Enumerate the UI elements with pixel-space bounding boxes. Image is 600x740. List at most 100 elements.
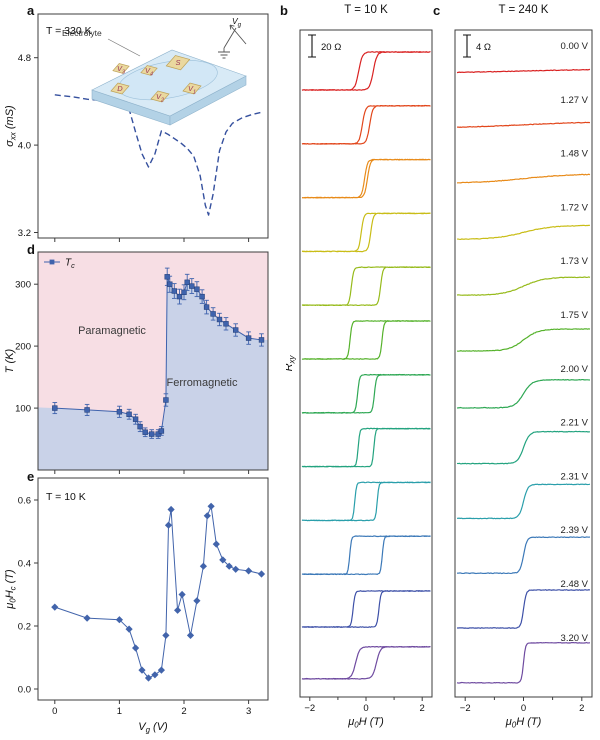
tc-point <box>116 409 123 415</box>
svg-text:V3: V3 <box>117 64 125 75</box>
svg-text:0.0: 0.0 <box>18 684 31 695</box>
tc-point <box>163 397 169 403</box>
hc-point <box>115 616 123 624</box>
rxy-curve-7 <box>456 430 590 465</box>
rxy-curve-3 <box>301 212 431 253</box>
scale-bar <box>308 34 316 58</box>
svg-text:2.48 V: 2.48 V <box>561 579 589 590</box>
svg-text:3: 3 <box>246 706 251 717</box>
rxy-curve-4 <box>301 266 431 307</box>
svg-text:0: 0 <box>52 706 57 717</box>
svg-text:−2: −2 <box>304 703 315 714</box>
svg-text:0.6: 0.6 <box>18 495 31 506</box>
svg-text:Vg (V): Vg (V) <box>138 721 168 734</box>
tc-point <box>199 293 205 300</box>
svg-text:2.21 V: 2.21 V <box>561 418 589 429</box>
svg-text:3.2: 3.2 <box>18 228 31 239</box>
hc-point <box>132 644 140 652</box>
svg-text:1.75 V: 1.75 V <box>561 310 589 321</box>
panel-label-c: c <box>433 3 441 18</box>
svg-text:1: 1 <box>117 706 122 717</box>
gate-arrow <box>229 24 247 45</box>
svg-text:V2: V2 <box>156 92 164 103</box>
svg-text:V4: V4 <box>145 66 153 77</box>
rxy-curve-6 <box>301 373 431 414</box>
rxy-curve-5 <box>301 320 431 360</box>
hc-point <box>151 671 159 679</box>
hc-point <box>162 631 170 639</box>
tc-point <box>189 283 195 289</box>
panel-e-coercive-field-chart: 0 1 2 3 0.0 0.2 0.4 0.6 μ0Hc (T) Vg (V) T = 10 K <box>4 477 269 734</box>
hc-point <box>212 540 220 548</box>
tc-point <box>184 279 190 286</box>
hc-point <box>199 562 207 570</box>
tc-point <box>142 429 148 435</box>
rxy-curve-8 <box>456 483 591 520</box>
svg-text:4.8: 4.8 <box>18 53 31 64</box>
panel-c-title: T = 240 K <box>498 4 549 16</box>
svg-text:1.73 V: 1.73 V <box>561 256 589 267</box>
rxy-curve-9 <box>456 536 591 575</box>
svg-text:μ0H (T): μ0H (T) <box>505 716 542 729</box>
rxy-curve-10 <box>301 590 431 628</box>
svg-text:Electrolyte: Electrolyte <box>62 28 102 38</box>
rxy-curve-11 <box>456 641 591 684</box>
panel-b-title: T = 10 K <box>344 4 388 16</box>
svg-text:2.31 V: 2.31 V <box>561 471 589 482</box>
rxy-curve-1 <box>457 121 591 128</box>
svg-text:4 Ω: 4 Ω <box>476 42 491 53</box>
hc-point <box>225 562 233 570</box>
svg-text:3.20 V: 3.20 V <box>561 633 589 644</box>
tc-point <box>258 337 265 343</box>
rxy-curve-8 <box>301 481 431 522</box>
rxy-curve-5 <box>456 328 591 352</box>
panel-label-b: b <box>280 3 288 18</box>
scale-bar <box>463 34 471 58</box>
device-schematic: S D V4 V3 V2 V1 Electrolyte Vg <box>62 16 247 126</box>
svg-text:−2: −2 <box>460 703 471 714</box>
panel-label-e: e <box>27 469 35 484</box>
tc-point <box>126 411 132 417</box>
rxy-curve-2 <box>457 173 591 184</box>
svg-text:0.4: 0.4 <box>18 558 31 569</box>
rxy-curve-7 <box>301 427 431 468</box>
svg-text:σxx (mS): σxx (mS) <box>4 105 17 147</box>
rxy-curve-1 <box>301 104 431 145</box>
rxy-curve-11 <box>301 645 431 680</box>
svg-text:μ0Hc (T): μ0Hc (T) <box>4 569 17 610</box>
svg-text:D: D <box>117 84 123 93</box>
rxy-curve-9 <box>301 535 431 576</box>
tc-point <box>245 335 252 341</box>
svg-text:20 Ω: 20 Ω <box>321 42 341 53</box>
panel-b-hall-hysteresis-chart: −2 0 2 20 Ω μ0H (T) Rxy <box>286 29 433 729</box>
tc-point <box>158 428 165 434</box>
svg-text:T (K): T (K) <box>4 348 16 373</box>
rxy-curve-10 <box>457 589 591 629</box>
tc-point <box>233 327 239 333</box>
svg-text:300: 300 <box>15 280 31 291</box>
tc-point <box>132 416 139 422</box>
svg-text:200: 200 <box>15 342 31 353</box>
svg-text:0: 0 <box>521 703 526 714</box>
tc-point <box>216 316 223 323</box>
hc-point <box>174 606 182 614</box>
svg-text:Vg: Vg <box>232 16 242 28</box>
gate-wire <box>218 27 237 59</box>
svg-text:0.00 V: 0.00 V <box>561 41 589 52</box>
hc-point <box>167 505 175 514</box>
hc-point <box>232 565 240 573</box>
svg-text:0: 0 <box>363 703 368 714</box>
tc-point <box>181 289 187 296</box>
tc-point <box>176 293 183 300</box>
tc-point <box>210 311 216 317</box>
svg-text:1.27 V: 1.27 V <box>561 95 589 106</box>
hc-point <box>157 666 165 674</box>
svg-text:2: 2 <box>579 703 584 714</box>
rxy-curve-0 <box>301 51 431 91</box>
rxy-curve-2 <box>301 158 431 199</box>
svg-text:μ0H (T): μ0H (T) <box>347 716 384 729</box>
hc-point <box>245 567 253 575</box>
hc-point <box>207 502 215 510</box>
hc-point <box>83 614 91 622</box>
